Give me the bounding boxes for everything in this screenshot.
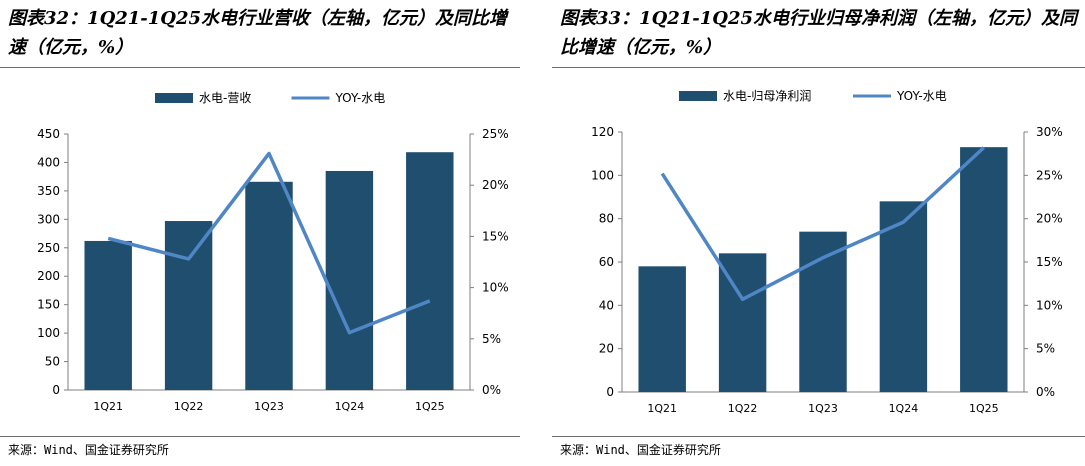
- left-tick-label: 50: [45, 355, 60, 369]
- right-tick-label: 30%: [1036, 125, 1063, 139]
- left-tick-label: 80: [599, 212, 614, 226]
- x-tick-label: 1Q24: [889, 402, 919, 415]
- net-profit-chart: 水电-归母净利润 YOY-水电 0 20 40 60 80 100 120 0% 5% 10% 15% 2…: [591, 89, 1063, 415]
- right-tick-label: 20%: [482, 178, 509, 192]
- bar: [245, 181, 293, 390]
- x-tick-label: 1Q25: [969, 402, 999, 415]
- left-tick-label: 120: [591, 125, 614, 139]
- left-tick-label: 60: [599, 255, 614, 269]
- right-tick-label: 15%: [1036, 255, 1063, 269]
- left-tick-label: 20: [599, 342, 614, 356]
- right-tick-label: 0%: [1036, 385, 1055, 399]
- bar: [406, 152, 454, 390]
- left-tick-label: 250: [37, 241, 60, 255]
- bar: [799, 231, 847, 392]
- left-tick-label: 400: [37, 155, 60, 169]
- x-tick-label: 1Q21: [647, 402, 677, 415]
- bar: [164, 221, 213, 390]
- top-rule: [552, 67, 1085, 68]
- x-tick-label: 1Q21: [93, 400, 123, 413]
- left-tick-label: 0: [606, 385, 614, 399]
- figure-title: 图表33：1Q21-1Q25水电行业归母净利润（左轴，亿元）及同比增速（亿元，%…: [560, 8, 1078, 58]
- source-note: 来源：Wind、国金证券研究所: [8, 443, 169, 457]
- right-tick-label: 0%: [482, 383, 501, 397]
- x-tick-label: 1Q23: [254, 400, 284, 413]
- legend-line-label: YOY-水电: [335, 91, 386, 105]
- right-tick-label: 10%: [482, 281, 509, 295]
- bar: [638, 266, 686, 392]
- legend-bar-label: 水电-营收: [199, 91, 251, 105]
- left-tick-label: 450: [37, 127, 60, 141]
- legend-bar-swatch: [155, 93, 193, 103]
- bar: [84, 240, 132, 390]
- legend-bar-swatch: [679, 91, 717, 101]
- bar: [879, 201, 928, 392]
- bottom-rule: [0, 436, 520, 437]
- right-tick-label: 20%: [1036, 212, 1063, 226]
- legend-line-label: YOY-水电: [896, 89, 947, 103]
- figure-title: 图表32：1Q21-1Q25水电行业营收（左轴，亿元）及同比增速（亿元，%）: [8, 8, 508, 58]
- x-tick-label: 1Q25: [415, 400, 445, 413]
- x-tick-label: 1Q22: [728, 402, 758, 415]
- legend: 水电-营收 YOY-水电: [155, 91, 385, 105]
- left-tick-label: 100: [37, 326, 60, 340]
- left-tick-label: 200: [37, 269, 60, 283]
- source-note: 来源：Wind、国金证券研究所: [560, 443, 721, 457]
- top-rule: [0, 67, 520, 68]
- legend: 水电-归母净利润 YOY-水电: [679, 89, 947, 103]
- left-tick-label: 40: [599, 298, 614, 312]
- right-tick-label: 25%: [482, 127, 509, 141]
- right-tick-label: 10%: [1036, 298, 1063, 312]
- bar: [325, 170, 374, 390]
- right-tick-label: 5%: [482, 332, 501, 346]
- x-tick-label: 1Q22: [174, 400, 204, 413]
- left-tick-label: 150: [37, 298, 60, 312]
- right-tick-label: 25%: [1036, 168, 1063, 182]
- bar: [960, 147, 1008, 392]
- right-tick-label: 15%: [482, 229, 509, 243]
- left-tick-label: 0: [52, 383, 60, 397]
- left-tick-label: 300: [37, 212, 60, 226]
- right-tick-label: 5%: [1036, 342, 1055, 356]
- chart-panel-right: 图表33：1Q21-1Q25水电行业归母净利润（左轴，亿元）及同比增速（亿元，%…: [552, 0, 1085, 466]
- revenue-chart: 水电-营收 YOY-水电 0 50 100 150 200 250 300 350 400 450 0%…: [37, 91, 509, 413]
- left-tick-label: 100: [591, 168, 614, 182]
- chart-panel-left: 图表32：1Q21-1Q25水电行业营收（左轴，亿元）及同比增速（亿元，%） 水…: [0, 0, 520, 466]
- legend-bar-label: 水电-归母净利润: [723, 89, 811, 103]
- x-tick-label: 1Q24: [335, 400, 365, 413]
- left-tick-label: 350: [37, 184, 60, 198]
- x-tick-label: 1Q23: [808, 402, 838, 415]
- bottom-rule: [552, 436, 1085, 437]
